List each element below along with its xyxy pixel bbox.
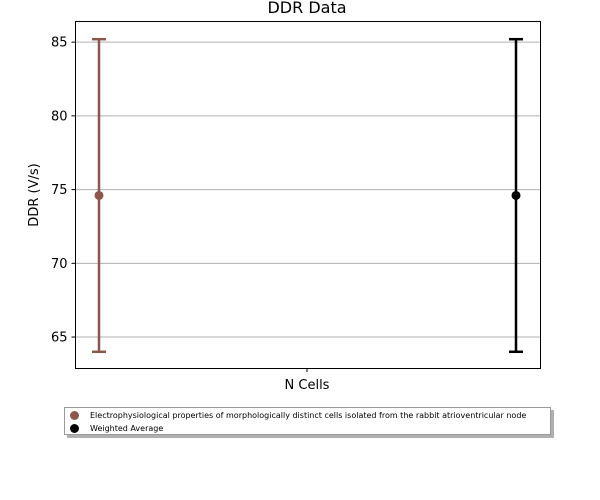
plot-frame [75, 21, 541, 369]
mean-point [511, 190, 521, 200]
mean-point [94, 190, 104, 200]
chart-title: DDR Data [267, 0, 346, 17]
legend-marker-1 [70, 423, 79, 433]
y-tick-label: 70 [51, 257, 68, 272]
legend-label: Weighted Average [90, 423, 164, 433]
y-tick-label: 65 [51, 331, 68, 346]
legend-label: Electrophysiological properties of morph… [90, 410, 527, 420]
legend-item: Weighted Average [70, 422, 163, 434]
legend-marker-0 [70, 410, 79, 420]
x-axis-label: N Cells [285, 378, 330, 393]
y-tick-label: 75 [51, 183, 68, 198]
error-bars [92, 37, 523, 354]
grid [75, 41, 541, 338]
y-tick-label: 80 [51, 109, 68, 124]
y-axis-ticks: 65 70 75 80 85 [51, 36, 76, 346]
legend-item: Electrophysiological properties of morph… [70, 409, 526, 421]
legend: Electrophysiological properties of morph… [64, 407, 551, 435]
y-axis-label: DDR (V/s) [27, 163, 42, 226]
y-tick-label: 85 [51, 36, 68, 51]
